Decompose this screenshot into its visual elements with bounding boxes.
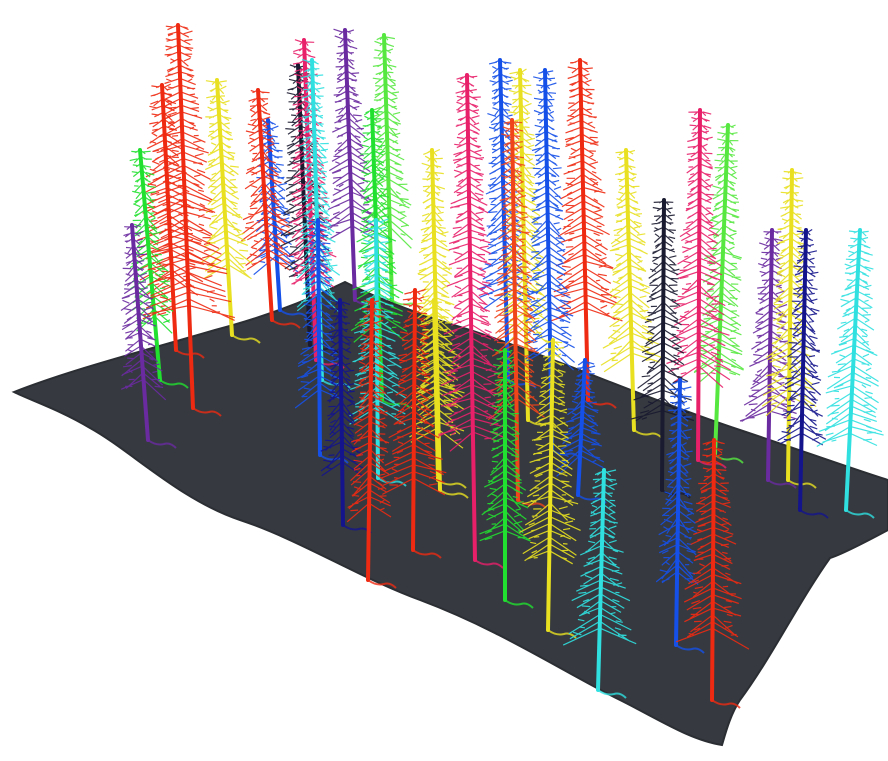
tree-root <box>159 379 189 389</box>
tree-root <box>517 499 547 509</box>
tree-15-magenta <box>438 73 508 569</box>
tree-trunk <box>316 218 322 457</box>
tree-root <box>437 479 467 489</box>
tree-27-navy <box>777 228 829 519</box>
tree-trunk <box>411 288 417 552</box>
tree-26-yellow <box>761 168 817 489</box>
tree-root <box>675 644 705 654</box>
tree-root <box>279 309 309 319</box>
tree-root <box>547 629 577 639</box>
tree-crown <box>675 439 750 650</box>
tree-21-yellow <box>600 148 663 439</box>
tree-37-cyan <box>562 468 637 699</box>
tree-trunk <box>215 78 234 337</box>
tree-crown <box>380 288 447 496</box>
tree-crown <box>241 89 292 271</box>
tree-trunk <box>374 218 380 480</box>
trees-layer <box>120 23 884 709</box>
tree-trunk <box>430 148 442 492</box>
tree-crown <box>655 379 699 585</box>
tree-trunk <box>660 198 666 492</box>
tree-crown <box>487 119 545 421</box>
tree-crown <box>479 348 531 542</box>
tree-root <box>231 334 261 344</box>
tree-crown <box>346 299 392 523</box>
tree-trunk <box>798 228 808 512</box>
tree-crown <box>600 149 663 373</box>
tree-trunk <box>578 58 590 402</box>
tree-crown <box>556 359 605 477</box>
tree-trunk <box>710 438 716 702</box>
tree-root <box>412 549 442 559</box>
tree-root <box>377 477 407 487</box>
tree-crown <box>324 28 380 240</box>
tree-32-yellow <box>519 338 581 639</box>
tree-root <box>474 559 504 569</box>
tree-crown <box>525 69 575 371</box>
terrain-ground-surface <box>11 280 888 747</box>
tree-19-orange_red <box>487 118 547 509</box>
tree-crown <box>548 59 623 323</box>
tree-crown <box>693 124 745 385</box>
tree-trunk <box>176 23 195 410</box>
tree-trunk <box>713 123 730 457</box>
tree-5-yellow <box>200 78 261 344</box>
tree-crown <box>761 169 817 417</box>
tree-crown <box>142 24 235 321</box>
tree-6-red <box>241 88 301 329</box>
tree-crown <box>294 219 344 409</box>
tree-28-cyan <box>816 228 884 519</box>
tree-crown <box>137 83 205 296</box>
tree-crown <box>477 59 534 310</box>
tree-root <box>504 599 534 609</box>
tree-root <box>271 319 301 329</box>
tree-crown <box>519 339 581 565</box>
tree-29-blue <box>294 218 349 464</box>
tree-root <box>633 429 663 439</box>
tree-crown <box>666 109 731 389</box>
tree-trunk <box>786 168 794 482</box>
tree-3-red <box>142 23 235 417</box>
tree-31-red <box>346 298 397 589</box>
tree-34-green <box>479 348 534 609</box>
tree-crown <box>287 39 337 288</box>
tree-40-red <box>380 288 447 559</box>
tree-trunk <box>256 88 274 322</box>
tree-22-dark <box>630 198 695 499</box>
tree-crown <box>120 223 167 401</box>
tree-crown <box>200 79 253 280</box>
tree-crown <box>438 74 508 452</box>
tree-39-red <box>675 438 750 709</box>
tree-crown <box>777 228 827 446</box>
tree-root <box>767 479 797 489</box>
tree-root <box>711 699 741 709</box>
tree-root <box>845 509 875 519</box>
tree-crown <box>562 469 637 646</box>
tree-root <box>597 689 627 699</box>
tree-trunk <box>138 148 162 382</box>
tree-root <box>439 489 469 499</box>
tree-38-blue <box>655 378 705 654</box>
tree-trunk <box>338 298 345 527</box>
tree-trunk <box>844 228 862 512</box>
tree-crown <box>366 34 413 249</box>
tree-root <box>192 407 222 417</box>
tree-root <box>319 454 349 464</box>
tree-root <box>147 439 177 449</box>
tree-trunk <box>624 148 636 432</box>
tree-23-magenta <box>666 108 731 469</box>
tree-1-purple <box>120 223 177 449</box>
tree-trunk <box>674 378 682 647</box>
tree-trunk <box>366 298 374 582</box>
tree-root <box>799 509 829 519</box>
tree-crown <box>816 229 884 448</box>
tree-crown <box>320 299 364 477</box>
tree-20-red <box>548 58 623 409</box>
tree-crown <box>296 58 342 315</box>
tree-root <box>787 479 817 489</box>
tree-root <box>367 579 397 589</box>
